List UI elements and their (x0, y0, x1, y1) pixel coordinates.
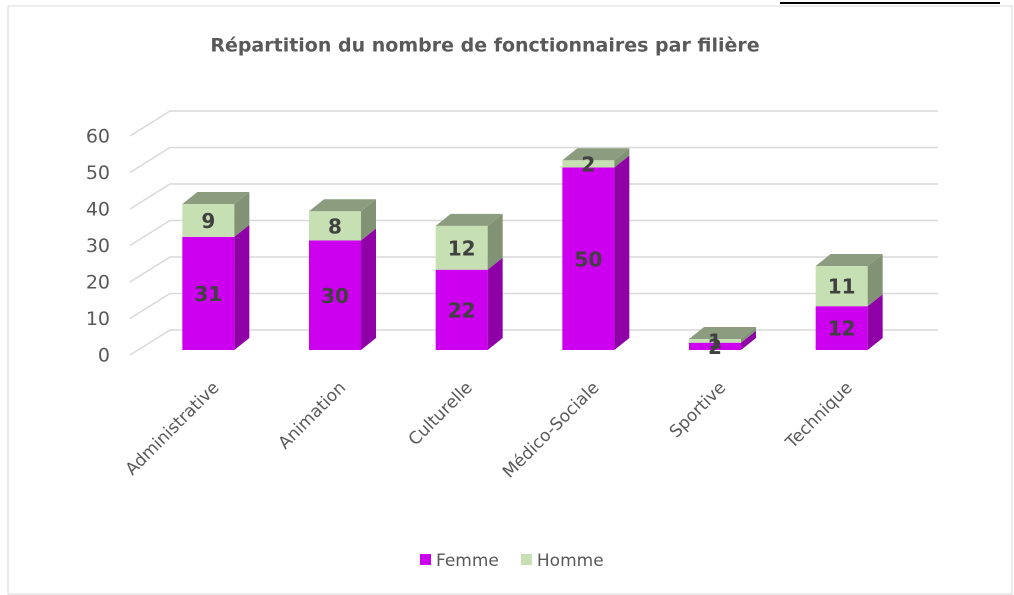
data-label: 2 (581, 152, 595, 176)
bar-segment (562, 148, 630, 168)
grid-line (129, 256, 938, 283)
legend-label: Femme (436, 551, 499, 571)
grid-line (129, 146, 938, 174)
bar-front (435, 269, 488, 350)
bar-side (614, 148, 630, 168)
data-label: 30 (321, 284, 349, 308)
bar-top (562, 148, 630, 161)
bar-side (614, 155, 630, 350)
bar-side (741, 330, 756, 350)
bar-side (234, 224, 250, 350)
legend-swatch (520, 554, 532, 565)
grid-line (129, 219, 938, 247)
bar-segment (689, 327, 756, 343)
y-tick-label: 60 (86, 126, 110, 148)
bar-segment (435, 257, 503, 350)
bar-front (815, 306, 868, 350)
y-tick-label: 40 (86, 199, 110, 221)
bar-front (309, 211, 361, 241)
bar-front (435, 225, 488, 270)
bar-front (815, 266, 868, 307)
bar-segment (689, 330, 756, 350)
bar-segment (182, 224, 250, 350)
bar-segment (435, 213, 503, 270)
bar-front (182, 204, 235, 237)
chart-title: Répartition du nombre de fonctionnaires … (210, 35, 759, 57)
data-label: 9 (201, 209, 215, 233)
bar-segment (562, 155, 630, 350)
bar-front (182, 236, 235, 350)
bar-segment (309, 228, 376, 350)
bar-side (361, 199, 376, 241)
bar-segment (815, 254, 883, 307)
grid-line (129, 329, 938, 356)
legend-label: Homme (537, 551, 604, 571)
bar-side (234, 192, 250, 237)
bar-side (487, 257, 503, 350)
data-label: 50 (574, 247, 602, 271)
y-tick-label: 20 (86, 272, 110, 294)
bar-top (309, 199, 376, 212)
y-tick-label: 30 (86, 235, 110, 257)
data-label: 12 (448, 236, 476, 260)
bar-top (689, 327, 756, 340)
bar-front (689, 342, 741, 350)
bar-top (435, 213, 503, 226)
data-label: 8 (328, 214, 342, 238)
bar-side (361, 228, 376, 350)
grid-line (129, 183, 938, 210)
bar-front (562, 167, 615, 350)
bar-front (689, 339, 741, 343)
legend-swatch (420, 554, 431, 565)
bar-side (867, 254, 883, 307)
data-label: 31 (194, 282, 222, 306)
data-label: 22 (448, 298, 476, 322)
bar-segment (309, 199, 376, 241)
data-label: 11 (828, 275, 856, 299)
bar-side (867, 294, 883, 350)
bar-segment (182, 192, 250, 237)
y-tick-label: 0 (98, 345, 110, 367)
bar-front (562, 160, 615, 168)
bar-segment (815, 294, 883, 350)
y-tick-label: 10 (86, 308, 110, 330)
bar-front (309, 240, 361, 350)
bar-side (741, 327, 756, 343)
grid-line (129, 110, 938, 137)
data-label: 1 (708, 329, 722, 353)
data-label: 2 (708, 335, 722, 359)
data-label: 12 (828, 317, 856, 341)
y-tick-label: 50 (86, 162, 110, 184)
bar-top (182, 192, 250, 204)
grid-line (129, 292, 938, 320)
bar-side (487, 213, 503, 270)
bar-top (815, 254, 883, 267)
